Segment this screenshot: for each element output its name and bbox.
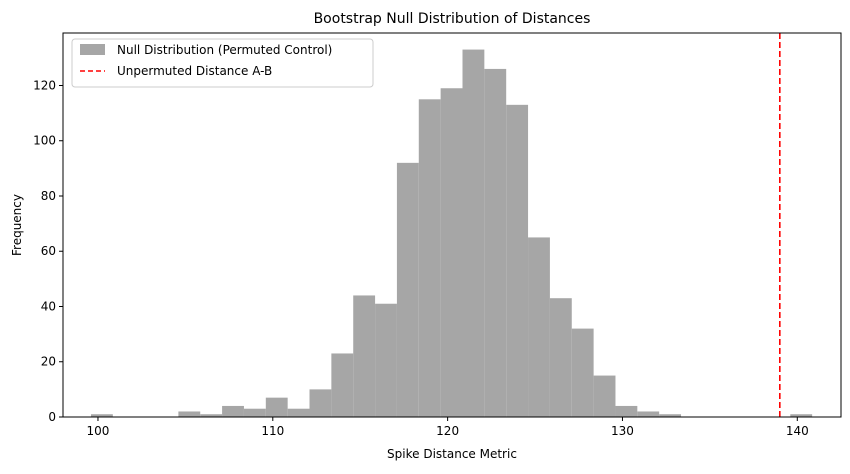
legend: Null Distribution (Permuted Control) Unp…: [71, 38, 374, 88]
y-axis-ticks: 0 20 40 60 80 100 120: [33, 78, 63, 424]
histogram-bar: [90, 414, 113, 417]
legend-box: [71, 38, 374, 88]
x-tick-label: 100: [87, 424, 110, 438]
histogram-bar: [243, 408, 266, 417]
plot-frame: [62, 32, 842, 418]
histogram-bar: [331, 353, 354, 417]
y-tick-label: 20: [41, 355, 56, 369]
y-tick-label: 100: [33, 134, 56, 148]
y-axis-label: Frequency: [10, 194, 24, 256]
y-tick-label: 0: [48, 410, 56, 424]
histogram-bar: [287, 408, 310, 417]
histogram-bar: [222, 405, 244, 417]
histogram-bar: [615, 405, 638, 417]
chart-title: Bootstrap Null Distribution of Distances: [314, 11, 591, 27]
x-tick-label: 120: [436, 424, 459, 438]
x-tick-label: 140: [786, 424, 809, 438]
histogram-bar: [309, 389, 332, 417]
x-axis-ticks: 100 110 120 130 140: [87, 417, 809, 438]
histogram-bar: [462, 49, 485, 418]
histogram-bar: [484, 68, 507, 417]
histogram-bar: [440, 88, 463, 417]
histogram-bar: [528, 237, 550, 417]
legend-label-histogram: Null Distribution (Permuted Control): [117, 43, 332, 57]
y-tick-label: 40: [41, 299, 56, 313]
y-tick-label: 120: [33, 78, 56, 92]
x-axis-label: Spike Distance Metric: [387, 447, 517, 461]
legend-label-vline: Unpermuted Distance A-B: [117, 64, 272, 78]
histogram-bar: [593, 375, 616, 417]
histogram-bar: [790, 414, 813, 417]
histogram-bar: [353, 295, 376, 417]
x-tick-label: 110: [261, 424, 284, 438]
histogram-bars: [90, 49, 813, 418]
histogram-bar: [637, 411, 660, 417]
histogram-bar: [200, 414, 223, 417]
y-tick-label: 60: [41, 244, 56, 258]
histogram-bar: [571, 328, 594, 417]
y-tick-label: 80: [41, 189, 56, 203]
histogram-bar: [506, 104, 529, 418]
x-tick-label: 130: [611, 424, 634, 438]
histogram-bar: [375, 303, 397, 417]
histogram-bar: [265, 397, 288, 417]
legend-swatch-histogram: [80, 44, 105, 55]
histogram-bar: [178, 411, 201, 417]
histogram-bar: [396, 162, 419, 417]
histogram-bar: [549, 298, 572, 417]
histogram-bar: [418, 99, 441, 417]
histogram-bar: [659, 414, 682, 417]
